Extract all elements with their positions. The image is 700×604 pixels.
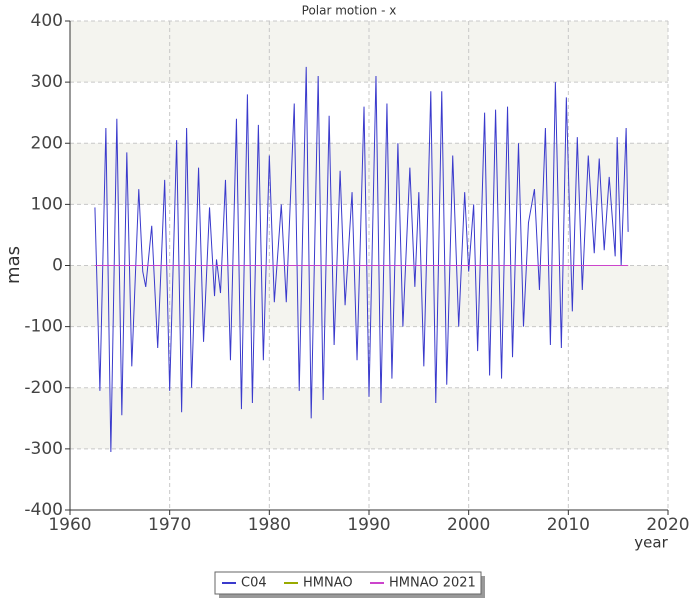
y-tick-label: 200 [31,133,63,153]
y-tick-label: 100 [31,194,63,214]
x-tick-label: 2020 [646,515,689,535]
x-axis-label: year [634,534,668,552]
plot-band [70,387,668,449]
y-tick-label: 300 [31,72,63,92]
y-axis-label: mas [3,246,24,284]
x-tick-label: 1970 [148,515,191,535]
legend-label: HMNAO 2021 [389,576,476,591]
y-tick-label: -200 [24,378,63,398]
x-tick-label: 1960 [48,515,91,535]
y-tick-label: 0 [52,256,63,276]
legend-label: C04 [241,576,267,591]
x-tick-label: 1990 [347,515,390,535]
y-tick-label: -100 [24,317,63,337]
x-tick-label: 1980 [248,515,291,535]
legend [214,571,482,595]
chart-title: Polar motion - x [302,4,397,18]
x-tick-label: 2010 [547,515,590,535]
data-line [94,66,629,452]
y-tick-label: -300 [24,439,63,459]
y-tick-label: 400 [31,11,63,31]
legend-label: HMNAO [303,576,353,591]
y-tick-label: -400 [24,500,63,520]
x-tick-label: 2000 [447,515,490,535]
